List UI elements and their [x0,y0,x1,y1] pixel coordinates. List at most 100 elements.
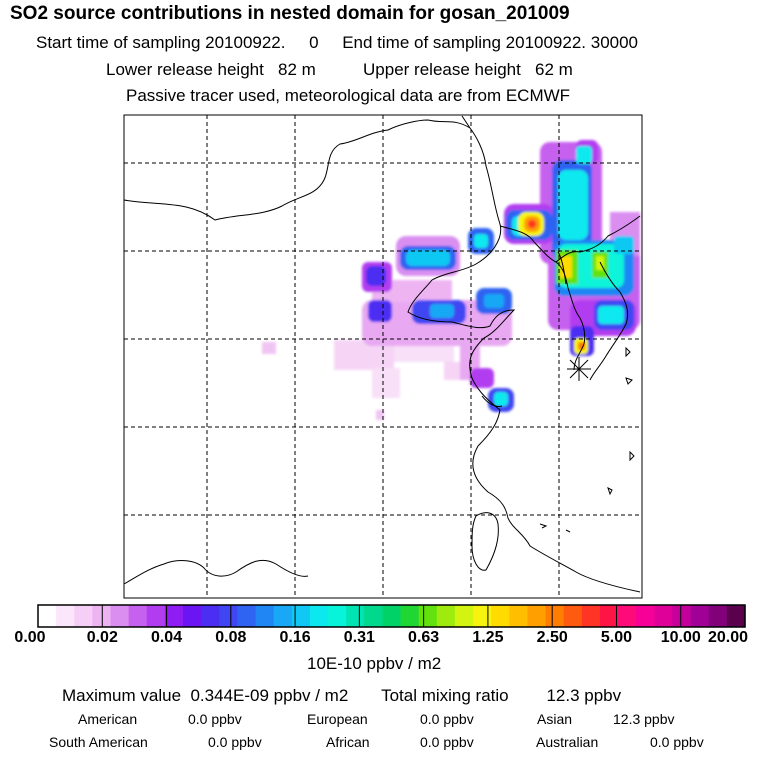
colorbar-swatch [545,605,565,627]
lower-release-height: Lower release height 82 m [106,60,316,79]
plume-cell [262,342,276,354]
colorbar-swatch [618,605,637,627]
region-name-south-american: South American [49,734,148,750]
plume-cell [576,146,592,164]
colorbar-frame [37,604,746,628]
plume-cell [598,306,624,324]
colorbar-swatch [364,605,384,627]
tracer-note: Passive tracer used, meteorological data… [126,86,571,105]
colorbar-swatch [164,605,184,627]
colorbar-swatch [726,605,746,627]
colorbar-swatch [527,605,547,627]
colorbar-swatch [708,605,728,627]
plume-cell [470,368,494,388]
colorbar-swatch [400,605,420,627]
map-frame [123,114,643,599]
plume-cell [558,170,588,240]
total-mixing-ratio-value: 12.3 ppbv [546,686,622,705]
colorbar [37,604,746,628]
end-time-label: End time of sampling 20100922. 30000 [342,33,639,52]
colorbar-swatch [74,605,93,627]
colorbar-swatch [563,605,583,627]
colorbar-tick-label: 10.00 [660,629,701,646]
colorbar-swatch [183,605,202,627]
colorbar-swatch [418,605,438,627]
colorbar-swatch [92,605,112,627]
colorbar-swatch [309,605,329,627]
colorbar-swatch [346,605,365,627]
coastlines [123,115,641,593]
colorbar-swatch [581,605,601,627]
plume-cell [560,256,572,278]
region-name-australian: Australian [536,734,599,750]
colorbar-swatch [473,605,492,627]
region-value-american: 0.0 ppbv [188,711,242,727]
maximum-value-label: Maximum value 0.344E-09 ppbv / m2 [62,686,349,705]
release-height-line: Lower release height 82 m Upper release … [106,61,573,78]
upper-release-height: Upper release height 62 m [363,60,573,79]
colorbar-unit-label: 10E-10 ppbv / m2 [307,654,442,673]
region-value-asian: 12.3 ppbv [613,711,675,727]
plume-cell [494,392,508,406]
colorbar-swatch [382,605,402,627]
colorbar-swatch [56,605,75,627]
colorbar-swatch [273,605,293,627]
colorbar-swatch [219,605,239,627]
region-value-south-american: 0.0 ppbv [208,734,262,750]
plume-cell [366,266,386,286]
plume-cell [460,330,480,380]
colorbar-tick-label: 2.50 [536,629,568,646]
summary-line: Maximum value 0.344E-09 ppbv / m2 Total … [62,687,621,704]
colorbar-tick-label: 0.00 [14,629,46,646]
total-mixing-ratio-label: Total mixing ratio [381,686,509,705]
colorbar-tick-label: 0.08 [215,629,247,646]
region-value-european: 0.0 ppbv [420,711,474,727]
lat-lon-grid [124,115,642,598]
start-time-label: Start time of sampling 20100922. 0 [36,33,319,52]
colorbar-tick-label: 0.02 [86,629,118,646]
colorbar-tick-label: 0.16 [279,629,311,646]
receptor-star-icon [567,357,591,381]
region-name-american: American [78,711,138,727]
colorbar-swatch [38,605,57,627]
colorbar-swatch [328,605,347,627]
colorbar-tick-label: 0.04 [150,629,183,646]
sampling-time-line: Start time of sampling 20100922. 0 End t… [36,34,638,51]
colorbar-swatch [690,605,710,627]
region-value-african: 0.0 ppbv [420,734,474,750]
plume-cell [376,410,384,420]
colorbar-swatch [454,605,474,627]
colorbar-swatch [255,605,275,627]
plume-cell [484,294,504,308]
plume-cell [406,250,450,266]
region-name-asian: Asian [537,711,573,727]
colorbar-swatch [237,605,257,627]
colorbar-tick-label: 0.63 [408,629,440,646]
region-name-european: European [307,711,368,727]
region-name-african: African [326,734,370,750]
plot-title: SO2 source contributions in nested domai… [10,3,570,24]
plume-cell [372,368,400,398]
colorbar-tick-label: 1.25 [472,629,504,646]
colorbar-swatch [672,605,692,627]
colorbar-swatch [654,605,674,627]
colorbar-swatch [436,605,456,627]
plume-cell [528,220,536,228]
colorbar-swatch [201,605,220,627]
colorbar-swatch [291,605,311,627]
colorbar-tick-label: 0.31 [343,629,375,646]
plume-cell [614,236,634,254]
plume-cell [368,300,392,322]
colorbar-swatch [146,605,166,627]
colorbar-swatch [636,605,655,627]
colorbar-swatch [599,605,619,627]
colorbar-tick-label: 20.00 [707,629,749,646]
colorbar-swatch [509,605,529,627]
colorbar-swatch [491,605,510,627]
colorbar-swatch [110,605,130,627]
plume-cell [474,234,488,248]
colorbar-tick-label: 5.00 [600,629,633,646]
colorbar-swatch [128,605,148,627]
plume-cell [430,304,454,318]
